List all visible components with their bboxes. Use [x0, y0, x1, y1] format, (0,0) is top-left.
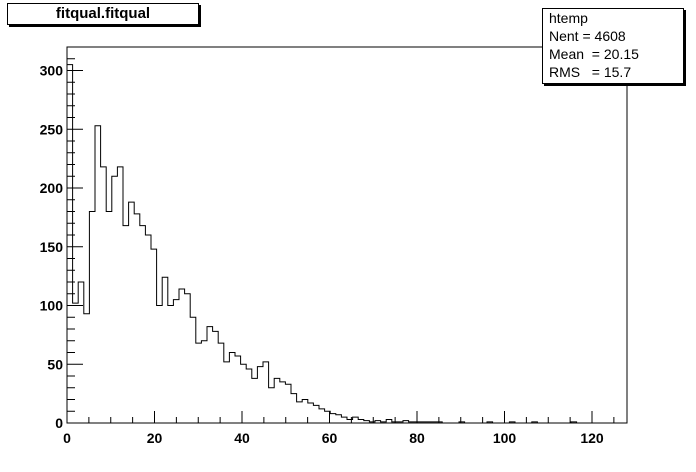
stats-entries-row: Nent = 4608	[549, 27, 683, 45]
stats-rms-row: RMS = 15.7	[549, 63, 683, 81]
stats-box: htemp Nent = 4608 Mean = 20.15 RMS = 15.…	[542, 8, 684, 84]
x-tick-label: 40	[234, 430, 250, 446]
x-tick-label: 80	[409, 430, 425, 446]
y-tick-label: 250	[40, 121, 64, 137]
y-tick-label: 200	[40, 180, 64, 196]
stats-entries-value: 4608	[594, 28, 626, 44]
x-tick-label: 20	[147, 430, 163, 446]
y-tick-label: 0	[55, 415, 63, 431]
x-tick-label: 0	[63, 430, 71, 446]
stats-name-row: htemp	[549, 9, 683, 27]
x-tick-label: 100	[493, 430, 517, 446]
y-tick-label: 300	[40, 63, 64, 79]
stats-rms-label: RMS =	[549, 64, 604, 80]
histogram-title: fitqual.fitqual	[7, 3, 199, 25]
x-axis: 0 20 40 60 80 100 120	[63, 411, 615, 446]
y-tick-label: 50	[47, 356, 63, 372]
stats-name: htemp	[549, 10, 588, 26]
x-tick-label: 60	[322, 430, 338, 446]
histogram-series	[66, 64, 627, 424]
stats-entries-label: Nent =	[549, 28, 595, 44]
stats-mean-label: Mean =	[549, 46, 604, 62]
y-axis: 0 50 100 150 200 250 300	[40, 46, 83, 431]
y-tick-label: 100	[40, 298, 64, 314]
stats-mean-value: 20.15	[603, 46, 639, 62]
y-tick-label: 150	[40, 239, 64, 255]
stats-mean-row: Mean = 20.15	[549, 45, 683, 63]
x-tick-label: 120	[580, 430, 604, 446]
stats-rms-value: 15.7	[603, 64, 632, 80]
